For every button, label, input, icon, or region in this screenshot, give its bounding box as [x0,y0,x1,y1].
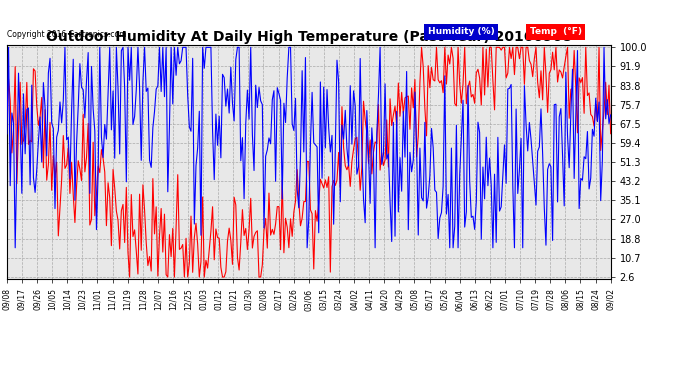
Text: Copyright 2016 Cartronics.com: Copyright 2016 Cartronics.com [7,30,126,39]
Text: Humidity (%): Humidity (%) [428,27,495,36]
Text: Temp  (°F): Temp (°F) [530,27,582,36]
Title: Outdoor Humidity At Daily High Temperature (Past Year) 20160908: Outdoor Humidity At Daily High Temperatu… [46,30,572,44]
